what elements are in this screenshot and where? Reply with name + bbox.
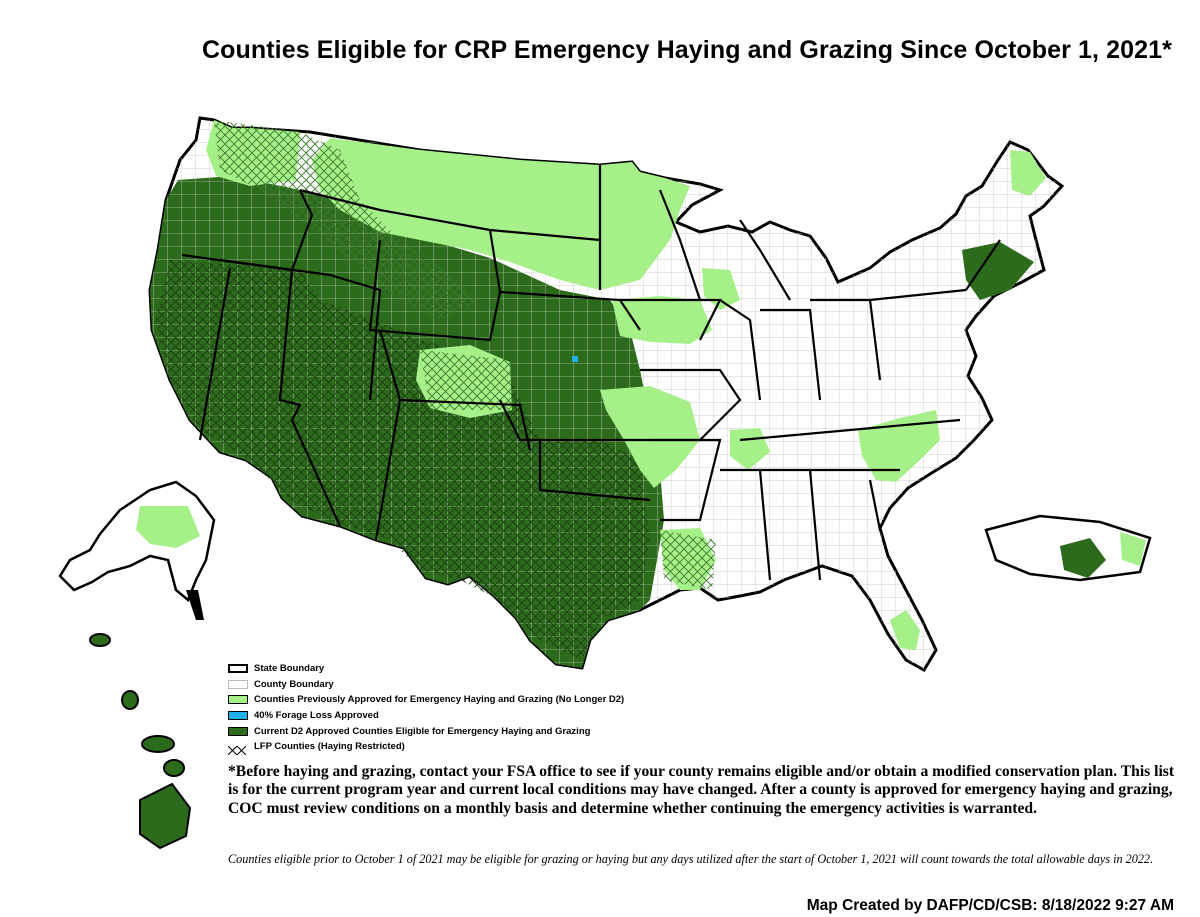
state-boundaries (181, 165, 1001, 581)
legend-label: Counties Previously Approved for Emergen… (254, 694, 625, 706)
puerto-rico-light (1120, 532, 1146, 566)
legend-item-lfp: LFP Counties (Haying Restricted) (227, 739, 788, 756)
map-credit: Map Created by DAFP/CD/CSB: 8/18/2022 9:… (806, 897, 1174, 914)
legend-label: State Boundary (254, 663, 325, 675)
haying-notice: *Before haying and grazing, contact your… (228, 763, 1175, 817)
legend-swatch-blue (228, 711, 248, 721)
lfp-hatch-montana (214, 120, 480, 320)
hawaii (89, 633, 192, 850)
maine-light (1010, 150, 1046, 196)
alaska-light (136, 506, 200, 548)
lfp-hatch-north (214, 120, 716, 590)
missouri-arkansas-light (600, 386, 700, 488)
lfp-hatch-colorado (420, 350, 512, 410)
legend-swatch-county (228, 679, 248, 689)
legend-label: LFP Counties (Haying Restricted) (254, 741, 405, 753)
legend-label: Current D2 Approved Counties Eligible fo… (254, 725, 591, 737)
puerto-rico (984, 514, 1152, 582)
alaska-panhandle (186, 590, 204, 620)
legend-swatch-light (228, 695, 248, 705)
legend-item-county-boundary: County Boundary (228, 677, 788, 693)
legend-swatch-dark (228, 726, 248, 736)
alaska-shape (58, 480, 216, 603)
forage-loss-county (572, 356, 578, 362)
map-title: Counties Eligible for CRP Emergency Hayi… (201, 36, 1172, 64)
lfp-hatch-louisiana (660, 530, 716, 590)
current-d2-region (150, 176, 664, 668)
hatch-icon (227, 745, 247, 756)
legend-item-forage-loss: 40% Forage Loss Approved (228, 708, 788, 724)
florida-light (890, 610, 920, 650)
iowa-light (612, 296, 712, 344)
northeast-d2-area (962, 242, 1034, 300)
puerto-rico-d2 (1060, 538, 1106, 578)
legend: State Boundary County Boundary Counties … (227, 661, 788, 756)
legend-item-previously-approved: Counties Previously Approved for Emergen… (228, 692, 788, 708)
legend-item-current-d2: Current D2 Approved Counties Eligible fo… (228, 723, 788, 739)
legend-swatch-hatch (227, 742, 248, 756)
northern-plains-light (312, 138, 690, 290)
alaska (58, 480, 216, 620)
legend-label: 40% Forage Loss Approved (254, 710, 379, 722)
legend-label: County Boundary (254, 678, 334, 690)
lfp-hatch-west (155, 260, 650, 660)
legend-swatch-state (228, 664, 248, 674)
eligibility-footnote: Counties eligible prior to October 1 of … (228, 852, 1154, 866)
legend-item-state-boundary: State Boundary (228, 661, 788, 677)
